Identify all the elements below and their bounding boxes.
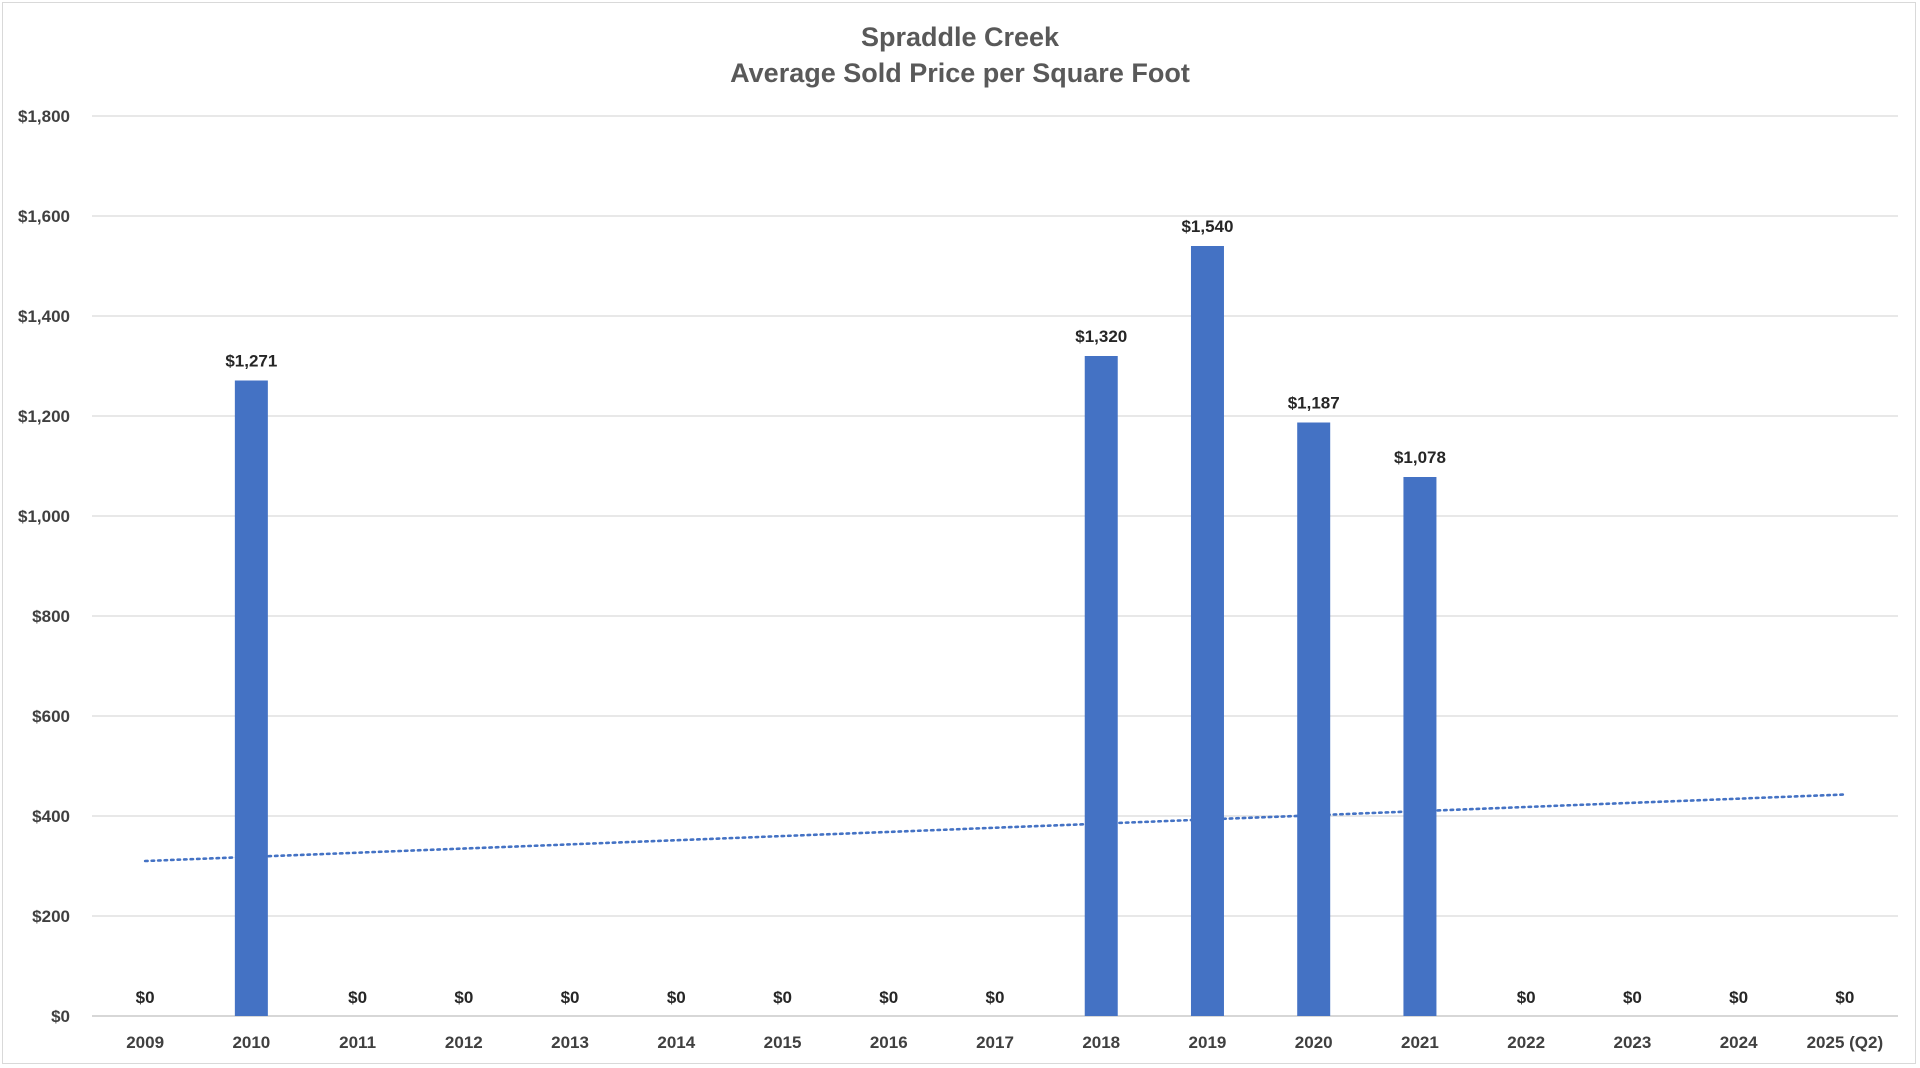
data-labels: $0 $1,271 $0 $0 $0 $0 $0 $0 $0 $1,320 $1,540 $1,187…: [136, 217, 1855, 1007]
data-label: $1,078: [1394, 448, 1446, 467]
data-label: $0: [136, 988, 155, 1007]
y-tick-label: $1,600: [18, 207, 70, 226]
x-tick-label: 2016: [870, 1033, 908, 1052]
x-tick-label: 2024: [1720, 1033, 1758, 1052]
bar: [234, 380, 268, 1016]
y-tick-label: $400: [32, 807, 70, 826]
data-label: $0: [879, 988, 898, 1007]
x-tick-label: 2023: [1613, 1033, 1651, 1052]
x-axis-ticks: 2009 2010 2011 2012 2013 2014 2015 2016 2017 2018…: [126, 1033, 1883, 1052]
chart-subtitle: Average Sold Price per Square Foot: [730, 58, 1190, 88]
data-label: $0: [1623, 988, 1642, 1007]
chart-title: Spraddle Creek: [861, 22, 1060, 52]
x-tick-label: 2012: [445, 1033, 483, 1052]
data-label: $1,320: [1075, 327, 1127, 346]
x-tick-label: 2014: [657, 1033, 695, 1052]
bar: [1190, 246, 1224, 1016]
y-tick-label: $0: [51, 1007, 70, 1026]
x-tick-label: 2025 (Q2): [1807, 1033, 1884, 1052]
x-tick-label: 2010: [232, 1033, 270, 1052]
data-label: $0: [561, 988, 580, 1007]
y-tick-label: $1,000: [18, 507, 70, 526]
y-tick-label: $1,400: [18, 307, 70, 326]
x-tick-label: 2017: [976, 1033, 1014, 1052]
trendline: [143, 793, 1847, 863]
trendline-layer: [143, 793, 1847, 863]
x-tick-label: 2020: [1295, 1033, 1333, 1052]
x-tick-label: 2015: [764, 1033, 802, 1052]
x-tick-label: 2021: [1401, 1033, 1439, 1052]
y-tick-label: $800: [32, 607, 70, 626]
data-label: $0: [773, 988, 792, 1007]
bar: [1297, 422, 1331, 1016]
y-tick-label: $600: [32, 707, 70, 726]
bars: [234, 246, 1437, 1016]
x-tick-label: 2018: [1082, 1033, 1120, 1052]
data-label: $0: [348, 988, 367, 1007]
gridlines: [92, 115, 1898, 1017]
y-tick-label: $1,800: [18, 107, 70, 126]
data-label: $0: [667, 988, 686, 1007]
data-label: $1,540: [1181, 217, 1233, 236]
y-tick-label: $1,200: [18, 407, 70, 426]
data-label: $0: [1835, 988, 1854, 1007]
x-tick-label: 2013: [551, 1033, 589, 1052]
data-label: $1,187: [1288, 394, 1340, 413]
bar: [1084, 356, 1118, 1016]
data-label: $1,271: [225, 352, 277, 371]
data-label: $0: [1517, 988, 1536, 1007]
y-tick-label: $200: [32, 907, 70, 926]
data-label: $0: [454, 988, 473, 1007]
y-axis-ticks: $0 $200 $400 $600 $800 $1,000 $1,200 $1,400 $1,6…: [18, 107, 70, 1026]
x-tick-label: 2022: [1507, 1033, 1545, 1052]
bar: [1403, 477, 1437, 1016]
x-tick-label: 2009: [126, 1033, 164, 1052]
data-label: $0: [986, 988, 1005, 1007]
data-label: $0: [1729, 988, 1748, 1007]
x-tick-label: 2019: [1189, 1033, 1227, 1052]
x-tick-label: 2011: [339, 1033, 376, 1052]
